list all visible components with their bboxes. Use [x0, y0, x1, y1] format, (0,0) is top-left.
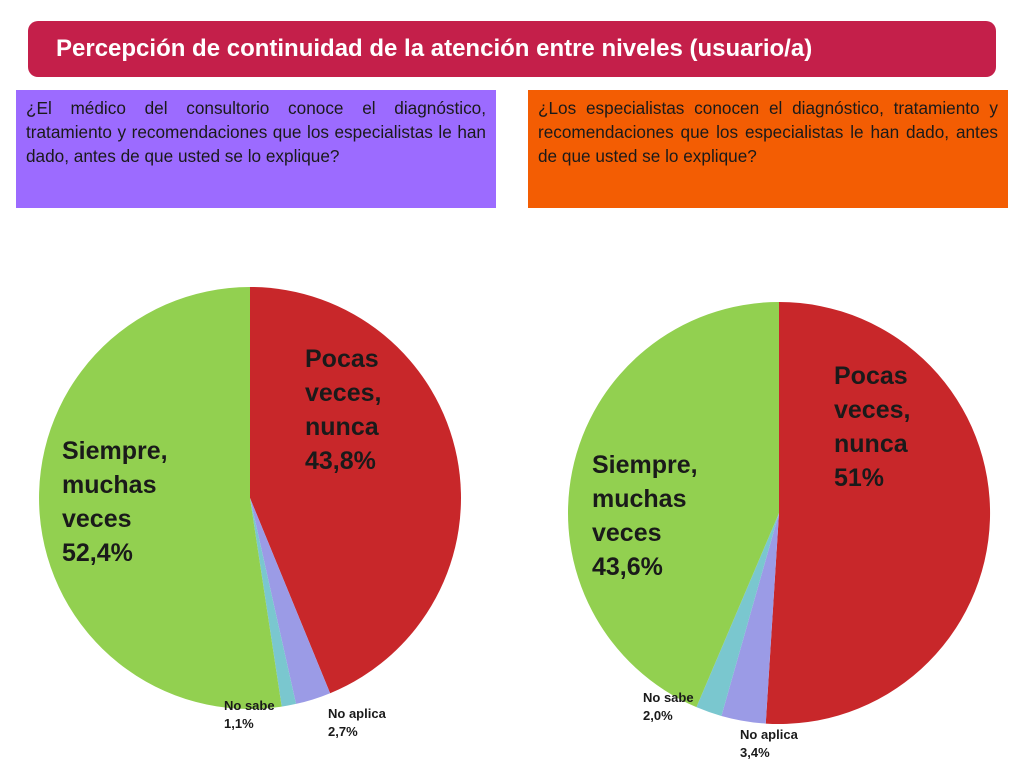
slice-label: No aplica 3,4%: [740, 727, 799, 760]
slice-label: Pocas veces, nunca 51%: [834, 362, 910, 492]
question-text-left: ¿El médico del consultorio conoce el dia…: [26, 98, 486, 166]
slice-label: Siempre, muchas veces 52,4%: [62, 437, 168, 567]
slice-label-line: 2,0%: [643, 708, 673, 723]
slice-label-line: nunca: [834, 430, 909, 458]
slice-label-line: veces: [592, 519, 662, 547]
pie-slice: [696, 513, 779, 716]
slice-label-line: 43,6%: [592, 553, 663, 581]
slice-label-line: nunca: [305, 413, 380, 441]
pie-slice: [39, 287, 282, 709]
question-box-left: ¿El médico del consultorio conoce el dia…: [16, 90, 496, 208]
pie-slice: [567, 302, 779, 708]
pie-slice: [250, 498, 297, 707]
slice-label-line: muchas: [592, 485, 686, 513]
slice-label: No sabe 1,1%: [224, 698, 275, 731]
slice-label-line: veces,: [834, 396, 910, 424]
slice-label-line: No sabe: [643, 690, 694, 705]
pie-chart-right: Pocas veces, nunca 51% No aplica 3,4% No sabe 2…: [567, 301, 991, 760]
title-banner: Percepción de continuidad de la atención…: [28, 21, 996, 77]
slice-label-line: 51%: [834, 464, 884, 492]
pie-chart-left: Pocas veces, nunca 43,8% No aplica 2,7% No sab…: [39, 287, 461, 739]
pie-slice: [765, 301, 991, 724]
question-text-right: ¿Los especialistas conocen el diagnóstic…: [538, 98, 998, 166]
slice-label-line: Siempre,: [592, 451, 698, 479]
slice-label-line: No aplica: [740, 727, 799, 742]
slice-label-line: No sabe: [224, 698, 275, 713]
pie-slice: [250, 498, 331, 704]
slice-label: No sabe 2,0%: [643, 690, 694, 723]
slice-label: Pocas veces, nunca 43,8%: [305, 345, 381, 475]
slice-label-line: veces: [62, 505, 132, 533]
slice-label-line: 2,7%: [328, 724, 358, 739]
pie-slice: [721, 513, 779, 724]
slice-label-line: 3,4%: [740, 745, 770, 760]
slice-label-line: No aplica: [328, 706, 387, 721]
slice-label: Siempre, muchas veces 43,6%: [592, 451, 698, 581]
pie-slice: [250, 287, 461, 694]
page-title: Percepción de continuidad de la atención…: [56, 35, 813, 62]
slice-label-line: veces,: [305, 379, 381, 407]
slice-label: No aplica 2,7%: [328, 706, 387, 739]
slice-label-line: Siempre,: [62, 437, 168, 465]
slice-label-line: muchas: [62, 471, 156, 499]
slice-label-line: 1,1%: [224, 716, 254, 731]
slice-label-line: Pocas: [834, 362, 908, 390]
slice-label-line: Pocas: [305, 345, 379, 373]
slice-label-line: 43,8%: [305, 447, 376, 475]
slice-label-line: 52,4%: [62, 539, 133, 567]
question-box-right: ¿Los especialistas conocen el diagnóstic…: [528, 90, 1008, 208]
